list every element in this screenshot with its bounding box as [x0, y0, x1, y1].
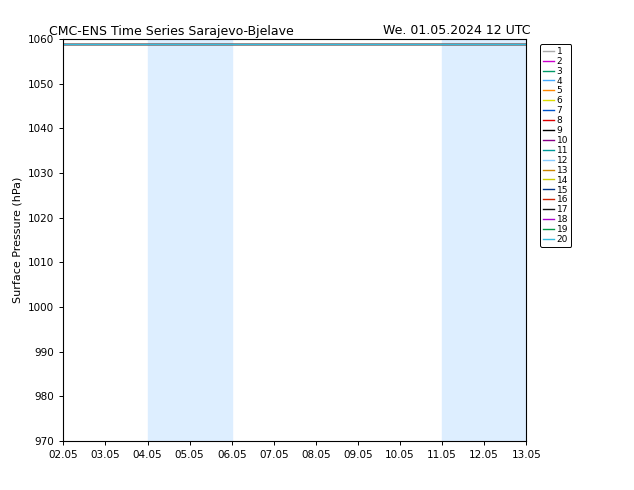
- Legend: 1, 2, 3, 4, 5, 6, 7, 8, 9, 10, 11, 12, 13, 14, 15, 16, 17, 18, 19, 20: 1, 2, 3, 4, 5, 6, 7, 8, 9, 10, 11, 12, 1…: [540, 44, 571, 247]
- Bar: [442, 39, 526, 441]
- Bar: [148, 39, 231, 441]
- Text: CMC-ENS Time Series Sarajevo-Bjelave: CMC-ENS Time Series Sarajevo-Bjelave: [49, 24, 294, 38]
- Text: We. 01.05.2024 12 UTC: We. 01.05.2024 12 UTC: [383, 24, 530, 38]
- Y-axis label: Surface Pressure (hPa): Surface Pressure (hPa): [13, 177, 23, 303]
